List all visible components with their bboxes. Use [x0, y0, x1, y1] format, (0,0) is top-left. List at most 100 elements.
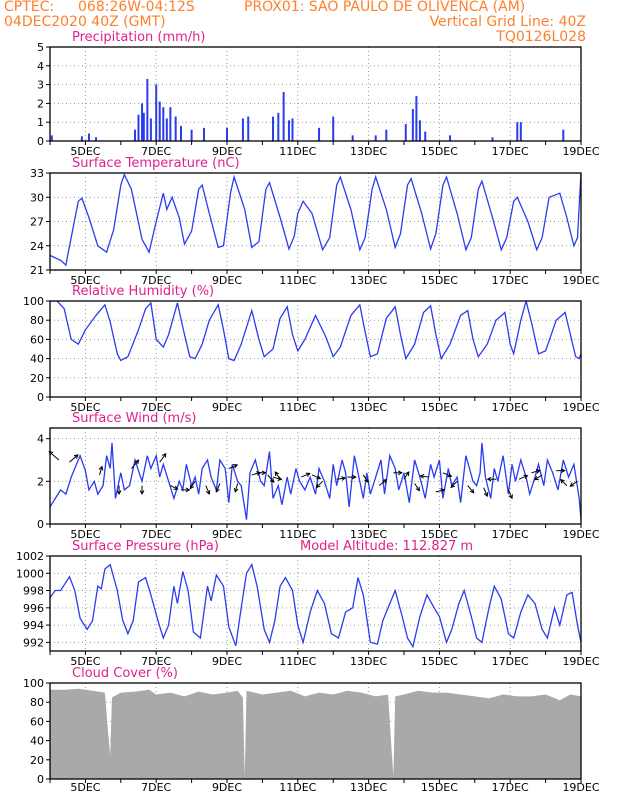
x-tick-label: 7DEC	[141, 781, 171, 794]
precip-bar	[282, 92, 285, 141]
panel-title: Surface Temperature (nC)	[72, 156, 240, 171]
wind-arrow	[189, 481, 196, 489]
wind-arrow	[267, 474, 275, 483]
wind-arrow-head	[341, 476, 347, 481]
panel-frame	[49, 46, 582, 142]
x-tick-label: 17DEC	[492, 274, 529, 287]
wind-arrow-head	[161, 452, 167, 458]
wind-arrow	[311, 474, 321, 479]
precip-bar	[318, 127, 321, 141]
wind-arrow-head	[185, 487, 191, 493]
wind-arrow	[170, 485, 178, 490]
precip-bar	[418, 120, 421, 141]
y-tick-label: 998	[23, 585, 44, 598]
x-tick-label: 11DEC	[279, 274, 316, 287]
cloud-cover-area	[50, 688, 581, 779]
wind-arrow	[336, 477, 346, 480]
panel-title: Surface Pressure (hPa)	[72, 539, 219, 554]
wind-arrow-head	[405, 471, 410, 477]
wind-arrow	[442, 472, 452, 477]
header-model-code: TQ0126L028	[496, 29, 586, 45]
wind-arrow-head	[134, 459, 140, 465]
wind-arrow	[205, 485, 210, 495]
precip-bar	[87, 133, 90, 141]
y-tick-label: 994	[23, 619, 44, 632]
precip-bar	[491, 137, 494, 141]
precip-bar	[291, 118, 294, 141]
panel-title: Cloud Cover (%)	[72, 666, 178, 681]
precip-bar	[374, 135, 377, 141]
precip-bar	[155, 84, 158, 141]
x-tick-label: 17DEC	[492, 145, 529, 158]
x-tick-label: 9DEC	[212, 528, 242, 541]
wind-arrow-head	[560, 478, 565, 484]
x-tick-label: 5DEC	[70, 528, 100, 541]
precip-bar	[165, 118, 168, 141]
precip-bar	[174, 116, 177, 141]
x-tick-label: 5DEC	[70, 145, 100, 158]
y-tick-label: 996	[23, 602, 44, 615]
precip-bar	[141, 103, 144, 141]
x-tick-label: 7DEC	[141, 655, 171, 668]
header-source: CPTEC:	[4, 0, 55, 15]
wind-arrow	[159, 453, 167, 463]
header-station: PROX01: SAO PAULO DE OLIVENCA (AM)	[244, 0, 526, 15]
series-line	[50, 301, 581, 362]
y-tick-label: 2	[37, 97, 44, 110]
x-tick-label: 11DEC	[279, 781, 316, 794]
precip-bar	[351, 135, 354, 141]
y-tick-label: 992	[23, 636, 44, 649]
precip-bar	[158, 101, 161, 141]
x-tick-label: 13DEC	[350, 528, 387, 541]
precip-bar	[50, 135, 53, 141]
y-tick-label: 21	[30, 264, 44, 277]
wind-arrow-head	[305, 472, 311, 477]
x-tick-label: 9DEC	[212, 145, 242, 158]
wind-arrow	[48, 451, 60, 461]
wind-arrow	[467, 485, 475, 494]
x-tick-label: 19DEC	[562, 528, 599, 541]
wind-arrow-head	[486, 476, 492, 482]
y-tick-label: 0	[37, 518, 44, 531]
wind-arrow-head	[274, 471, 280, 477]
x-tick-label: 7DEC	[141, 401, 171, 414]
y-tick-label: 100	[23, 677, 44, 690]
panel-annotation: Model Altitude: 112.827 m	[300, 539, 473, 554]
precip-bar	[516, 122, 519, 141]
y-tick-label: 60	[30, 333, 44, 346]
wind-arrow	[301, 473, 310, 478]
x-tick-label: 15DEC	[421, 528, 458, 541]
panel-frame	[49, 172, 582, 271]
precip-bar	[226, 127, 228, 141]
wind-arrow	[403, 471, 410, 480]
x-tick-label: 7DEC	[141, 528, 171, 541]
wind-arrow	[131, 459, 139, 469]
wind-arrow	[483, 487, 488, 497]
x-tick-label: 13DEC	[350, 274, 387, 287]
precip-bar	[411, 109, 414, 141]
precip-bar	[385, 129, 388, 141]
precip-bar	[277, 112, 280, 141]
y-tick-label: 20	[30, 754, 44, 767]
panel-frame	[49, 427, 582, 525]
x-tick-label: 9DEC	[212, 781, 242, 794]
y-tick-label: 1	[37, 116, 44, 129]
wind-arrow-head	[382, 478, 388, 484]
wind-arrow	[435, 489, 445, 493]
x-tick-label: 17DEC	[492, 655, 529, 668]
y-tick-label: 3	[37, 79, 44, 92]
wind-arrow-head	[508, 494, 513, 500]
wind-arrow-head	[364, 478, 369, 484]
precip-bar	[179, 125, 182, 141]
y-tick-label: 80	[30, 314, 44, 327]
x-tick-label: 13DEC	[350, 655, 387, 668]
wind-arrow-head	[315, 483, 321, 489]
y-tick-label: 5	[37, 41, 44, 54]
wind-arrow	[450, 480, 458, 488]
y-tick-label: 4	[37, 60, 44, 73]
wind-arrow-head	[233, 487, 239, 493]
y-tick-label: 24	[30, 240, 44, 253]
wind-arrow-head	[269, 478, 275, 483]
wind-arrow-head	[173, 485, 179, 490]
y-tick-label: 33	[30, 167, 44, 180]
